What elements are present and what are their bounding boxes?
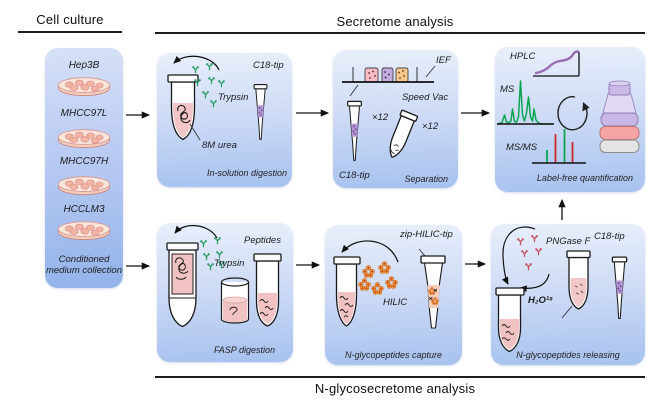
panel-fasp-digestion: Trypsin Peptides FASP digestion bbox=[157, 223, 293, 362]
header-nglyco: N-glycosecretome analysis bbox=[314, 381, 476, 396]
pointer-line bbox=[189, 123, 201, 141]
cell-line-hep3b: Hep3B bbox=[68, 60, 100, 71]
x12-right-label: ×12 bbox=[422, 121, 439, 132]
msms-spectrum-icon bbox=[532, 129, 586, 164]
hplc-label: HPLC bbox=[510, 51, 536, 62]
ms-instrument-bottle-icon bbox=[599, 80, 640, 153]
panel-nglycopeptides-releasing: PNGase F H₂O¹⁸ C18-tip N-glycopeptides r… bbox=[491, 224, 645, 365]
hplc-plot-icon bbox=[533, 50, 580, 77]
pointer-line bbox=[349, 84, 359, 97]
pngase-icons bbox=[516, 234, 543, 271]
curved-arrow-short-icon bbox=[519, 273, 550, 293]
panel-in-solution-digestion: Trypsin 8M urea C18-tip In-solution dige… bbox=[157, 53, 292, 187]
peptide-squiggle-icon bbox=[229, 306, 238, 316]
sample-tube-icon bbox=[566, 250, 591, 310]
pointer-line bbox=[425, 65, 436, 78]
filter-cup-icon bbox=[220, 277, 250, 324]
h2o18-label: H₂O¹⁸ bbox=[528, 295, 553, 306]
glycan-icons bbox=[358, 261, 398, 295]
pointer-line bbox=[561, 305, 573, 319]
cell-line-hcclm3: HCCLM3 bbox=[63, 204, 105, 215]
eppendorf-tube-icon bbox=[167, 74, 199, 141]
c18-tip-icon bbox=[611, 256, 628, 320]
releasing-illustration bbox=[495, 226, 628, 353]
peptide-squiggles-icon bbox=[339, 296, 354, 318]
cell-line-mhcc97h: MHCC97H bbox=[59, 156, 109, 167]
petri-dish-icon bbox=[56, 75, 112, 97]
ms-label: MS bbox=[500, 84, 515, 95]
cell-caption-line1: Conditioned bbox=[58, 254, 110, 265]
curved-arrow-long-icon bbox=[501, 226, 536, 285]
header-secretome: Secretome analysis bbox=[336, 14, 454, 29]
c18-tip-icon bbox=[346, 100, 363, 162]
panel-nglycopeptides-capture: zip-HILIC-tip HILIC N-glycopeptides capt… bbox=[325, 225, 462, 365]
panel-separation: IEF Speed Vac ×12 ×12 C18-tip Separation bbox=[333, 50, 458, 188]
panel-label-free-quantification: HPLC MS MS/MS Label-free quantification bbox=[495, 47, 645, 192]
header-cell-culture-rule bbox=[18, 31, 122, 33]
cell-caption-line2: medium collection bbox=[45, 265, 123, 276]
header-nglyco-rule bbox=[155, 376, 645, 378]
peptide-squiggles-icon bbox=[259, 299, 274, 316]
panel-caption: N-glycopeptides releasing bbox=[516, 350, 620, 360]
peptides-label: Peptides bbox=[244, 235, 281, 246]
trypsin-label: Trypsin bbox=[214, 258, 245, 269]
quantification-illustration bbox=[497, 50, 640, 164]
ief-strip-icon bbox=[342, 67, 434, 83]
panel-caption: In-solution digestion bbox=[206, 168, 287, 178]
curved-arrow-icon bbox=[173, 55, 220, 71]
header-secretome-rule bbox=[155, 32, 645, 34]
x12-left-label: ×12 bbox=[372, 112, 389, 123]
filter-tube-icon bbox=[166, 242, 199, 328]
c18-tip-label: C18-tip bbox=[253, 60, 284, 71]
peptide-tube-icon bbox=[333, 256, 361, 327]
urea-label: 8M urea bbox=[202, 140, 237, 151]
msms-label: MS/MS bbox=[506, 142, 538, 153]
panel-caption: Separation bbox=[404, 174, 448, 184]
petri-dish-icon bbox=[56, 174, 112, 196]
cell-line-mhcc97l: MHCC97L bbox=[60, 108, 108, 119]
cycle-arrow-icon bbox=[557, 96, 590, 131]
fasp-illustration bbox=[166, 225, 282, 328]
c18-tip-label: C18-tip bbox=[594, 231, 625, 242]
separation-illustration bbox=[342, 65, 436, 162]
c18-tip-icon bbox=[253, 83, 268, 140]
header-cell-culture: Cell culture bbox=[36, 12, 104, 27]
protein-squiggle-icon bbox=[175, 257, 189, 280]
in-solution-illustration bbox=[167, 55, 268, 141]
peptide-tube-icon bbox=[253, 253, 282, 327]
speedvac-label: Speed Vac bbox=[402, 92, 449, 103]
trypsin-label: Trypsin bbox=[218, 92, 249, 103]
pngase-label: PNGase F bbox=[546, 236, 591, 247]
peptide-squiggles-icon bbox=[501, 324, 515, 341]
panel-caption: FASP digestion bbox=[213, 345, 275, 355]
petri-dish-icon bbox=[56, 219, 112, 241]
hilic-label: HILIC bbox=[383, 297, 408, 308]
zip-hilic-tip-label: zip-HILIC-tip bbox=[400, 229, 453, 240]
curved-arrow-icon bbox=[174, 225, 218, 239]
pointer-line bbox=[418, 248, 426, 257]
release-tube-icon bbox=[495, 287, 525, 353]
panel-caption: N-glycopeptides capture bbox=[344, 350, 443, 360]
protein-squiggle-icon bbox=[177, 104, 191, 124]
ief-label: IEF bbox=[436, 55, 451, 66]
panel-cell-culture: Hep3B MHCC97L MHCC97H HCCLM3 Conditioned… bbox=[45, 48, 123, 288]
capture-illustration bbox=[333, 240, 446, 329]
curved-arrow-icon bbox=[341, 240, 399, 263]
petri-dish-icon bbox=[56, 127, 112, 149]
ms-spectrum-icon bbox=[497, 80, 554, 125]
panel-caption: Label-free quantification bbox=[536, 173, 633, 183]
c18-tip-label: C18-tip bbox=[339, 170, 370, 181]
zip-hilic-tip-icon bbox=[420, 255, 446, 329]
speedvac-tube-icon bbox=[389, 109, 419, 158]
